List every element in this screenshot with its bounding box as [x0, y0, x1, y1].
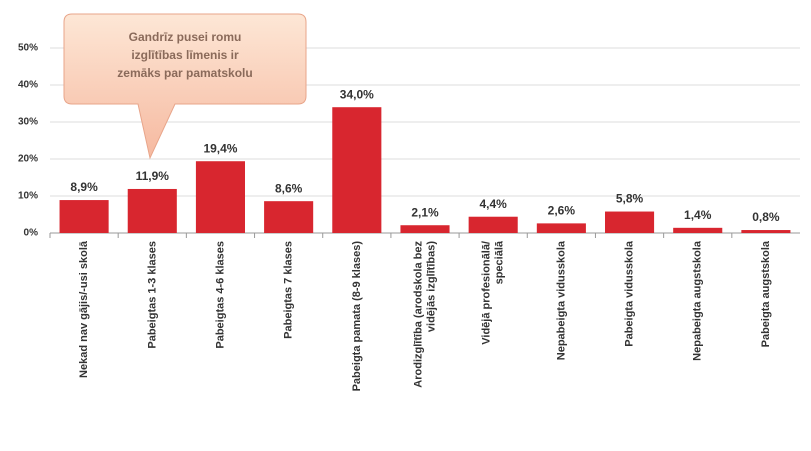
x-tick-label: Nepabeigta vidusskola — [555, 240, 567, 360]
bar — [605, 211, 655, 233]
value-label: 34,0% — [340, 87, 374, 101]
value-label: 5,8% — [616, 192, 644, 206]
bar — [741, 230, 791, 233]
value-label: 8,6% — [275, 181, 303, 195]
plot: 0% 10% 20% 30% 40% 50% 8,9% Nekad nav gājis/-us… — [18, 43, 800, 392]
x-tick-label: Pabeigtas 1-3 klases — [146, 241, 158, 349]
x-tick-label: Vidējā profesionālā/speciālā — [481, 240, 506, 345]
bar — [673, 227, 723, 233]
bar — [332, 107, 382, 233]
x-tick-label: Pabeigtas 4-6 klases — [214, 241, 226, 349]
x-tick-label: Pabeigta pamata (8-9 klases) — [351, 241, 363, 392]
bar — [536, 223, 586, 233]
callout-shape — [63, 13, 307, 160]
x-tick-label: Pabeigta augstskola — [760, 240, 772, 347]
x-tick-label: Nepabeigta augstskola — [692, 240, 704, 361]
y-tick-label: 0% — [24, 228, 39, 239]
y-tick-label: 20% — [18, 154, 38, 165]
y-tick-label: 10% — [18, 191, 38, 202]
x-tick-label: Pabeigta vidusskola — [623, 240, 635, 347]
bar — [400, 225, 450, 233]
y-tick-label: 50% — [18, 43, 38, 54]
value-label: 8,9% — [70, 180, 98, 194]
value-label: 4,4% — [480, 197, 508, 211]
value-label: 19,4% — [203, 141, 237, 155]
value-label: 2,1% — [411, 205, 439, 219]
value-label: 2,6% — [548, 204, 576, 218]
y-tick-label: 40% — [18, 80, 38, 91]
bar — [264, 201, 314, 233]
value-label: 11,9% — [136, 169, 170, 183]
bar — [195, 161, 245, 233]
x-tick-label: Pabeigtas 7 klases — [283, 241, 295, 339]
y-tick-label: 30% — [18, 117, 38, 128]
callout: Gandrīz pusei romu izglītības līmenis ir z… — [63, 13, 307, 160]
x-tick-label: Nekad nav gājis/-usi skolā — [78, 240, 90, 378]
x-tick-label: Arodizglītība (arodskola bezvidējās izgl… — [412, 241, 437, 388]
bar — [59, 200, 109, 233]
value-label: 0,8% — [752, 210, 780, 224]
bar — [468, 216, 518, 233]
annotation: Gandrīz pusei romu izglītības līmenis ir z… — [117, 30, 252, 80]
bar — [127, 188, 177, 233]
value-label: 1,4% — [684, 208, 712, 222]
